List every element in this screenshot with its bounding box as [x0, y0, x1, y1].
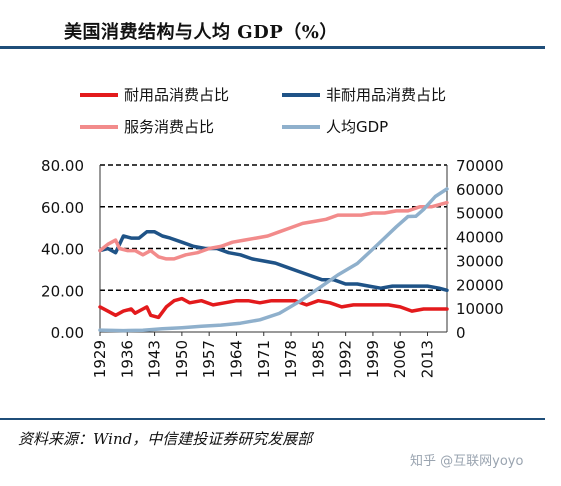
- chart-title: 美国消费结构与人均 GDP（%）: [64, 22, 338, 43]
- x-tick-label: 1929: [91, 340, 109, 378]
- legend-label-2: 服务消费占比: [124, 118, 214, 136]
- header-rule: [0, 46, 545, 49]
- x-tick-label: 1978: [282, 340, 300, 378]
- x-tick-label: 1999: [364, 340, 382, 378]
- legend-label-1: 非耐用品消费占比: [326, 86, 446, 104]
- x-tick-label: 1992: [337, 340, 355, 378]
- footer-rule: [0, 418, 545, 420]
- series-line-3: [98, 187, 449, 333]
- y-right-tick: 60000: [456, 181, 504, 199]
- x-tick-label: 1971: [255, 340, 273, 378]
- source-note: 资料来源：Wind，中信建投证券研究发展部: [18, 430, 313, 448]
- y-right-tick: 30000: [456, 252, 504, 270]
- series-line-1: [98, 230, 449, 293]
- y-right-tick: 70000: [456, 157, 504, 175]
- x-tick-label: 1985: [309, 340, 327, 378]
- x-tick-label: 2006: [391, 340, 409, 378]
- y-left-tick: 0.00: [51, 324, 84, 342]
- y-left-tick: 40.00: [41, 241, 84, 259]
- legend-label-0: 耐用品消费占比: [124, 86, 229, 104]
- x-tick-label: 1964: [227, 340, 245, 378]
- y-left-tick: 80.00: [41, 157, 84, 175]
- series-line-2: [98, 200, 449, 261]
- y-right-tick: 0: [456, 324, 466, 342]
- y-right-tick: 40000: [456, 229, 504, 247]
- watermark: 知乎 @互联网yoyo: [410, 454, 524, 469]
- y-left-tick: 20.00: [41, 282, 84, 300]
- x-tick-label: 1943: [146, 340, 164, 378]
- x-tick-label: 1950: [173, 340, 191, 378]
- x-tick-label: 1936: [118, 340, 136, 378]
- y-right-tick: 20000: [456, 276, 504, 294]
- y-right-tick: 10000: [456, 300, 504, 318]
- y-left-tick: 60.00: [41, 199, 84, 217]
- y-right-tick: 50000: [456, 205, 504, 223]
- legend-label-3: 人均GDP: [326, 118, 388, 136]
- series-line-0: [98, 296, 449, 320]
- x-tick-label: 1957: [200, 340, 218, 378]
- x-tick-label: 2013: [419, 340, 437, 378]
